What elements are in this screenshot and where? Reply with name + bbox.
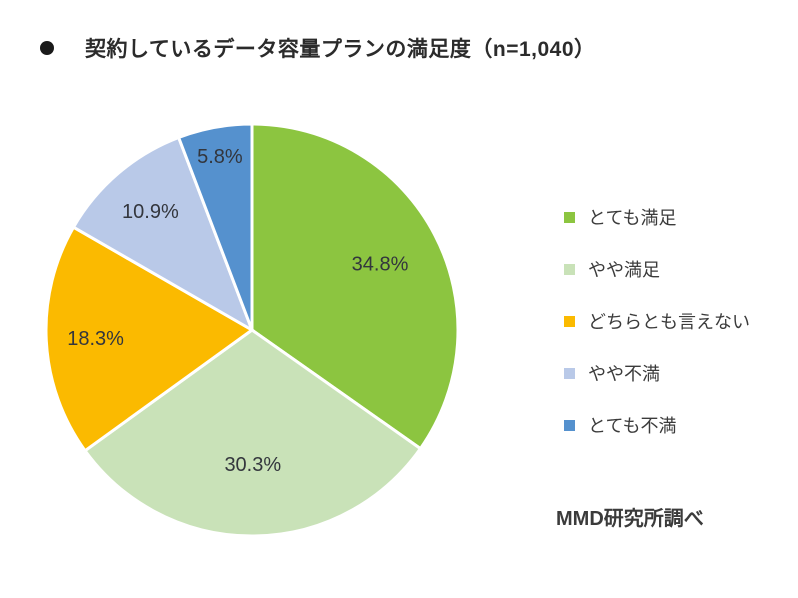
- legend-label: どちらとも言えない: [588, 312, 750, 332]
- pie-slice-3: [71, 136, 254, 332]
- legend-item: やや満足: [564, 243, 750, 295]
- legend-label: とても不満: [588, 416, 677, 436]
- chart-title-row: 契約しているデータ容量プランの満足度（n=1,040）: [40, 33, 596, 63]
- page-title: 契約しているデータ容量プランの満足度（n=1,040）: [85, 38, 596, 61]
- title-bullet-icon: [40, 41, 54, 55]
- legend-item: とても満足: [564, 191, 750, 243]
- pie-slice-value-label: 5.8%: [197, 146, 243, 168]
- legend-item: どちらとも言えない: [564, 295, 750, 347]
- chart-legend: とても満足 やや満足 どちらとも言えない やや不満 とても不満: [564, 191, 750, 451]
- legend-marker-icon: [564, 263, 575, 275]
- pie-slice-value-label: 10.9%: [122, 201, 179, 223]
- pie-slice-2: [44, 225, 254, 453]
- legend-item: とても不満: [564, 399, 750, 451]
- legend-label: とても満足: [588, 208, 677, 228]
- pie-slice-4: [177, 122, 254, 332]
- legend-marker-icon: [564, 367, 575, 379]
- source-note: MMD研究所調べ: [556, 508, 704, 530]
- pie-slice-1: [83, 328, 422, 538]
- pie-slice-value-label: 18.3%: [67, 328, 124, 350]
- legend-label: やや不満: [588, 364, 660, 384]
- legend-label: やや満足: [588, 260, 660, 280]
- pie-slice-value-label: 34.8%: [352, 254, 409, 276]
- legend-marker-icon: [564, 211, 575, 223]
- legend-item: やや不満: [564, 347, 750, 399]
- legend-marker-icon: [564, 315, 575, 327]
- legend-marker-icon: [564, 419, 575, 431]
- pie-slice-value-label: 30.3%: [224, 454, 281, 476]
- pie-slice-0: [250, 122, 460, 451]
